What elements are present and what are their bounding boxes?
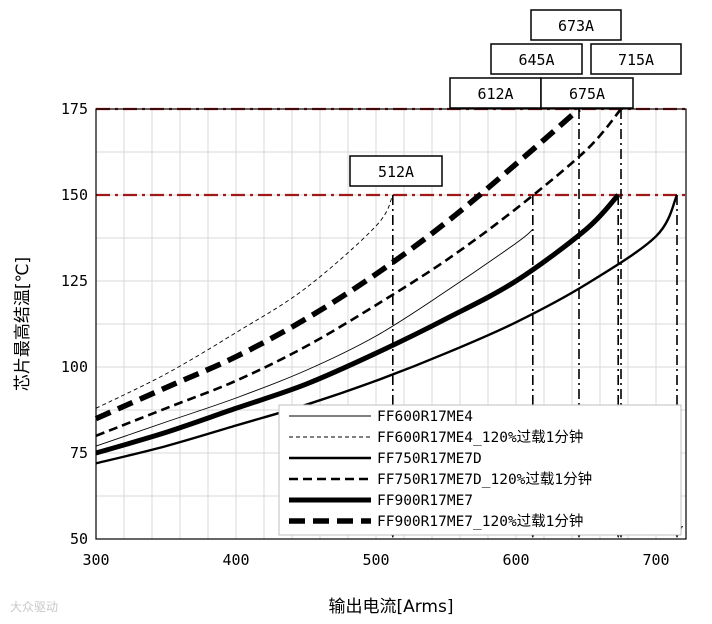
series-line-4: [95, 108, 622, 438]
legend-label: FF900R17ME7: [377, 493, 473, 509]
annotation-label: 512A: [378, 163, 414, 181]
plot-frame: [95, 108, 687, 540]
annotation-box-673A: [530, 9, 622, 41]
series-line-1: [95, 229, 534, 447]
annotation-box-675A: [540, 77, 634, 109]
tick-labels: 300 400 500 600 700 50 75 100 125 150 175: [61, 100, 670, 569]
annotation-label: 715A: [618, 51, 654, 69]
annotation-box-645A: [490, 43, 583, 75]
x-tick-label: 700: [642, 551, 669, 569]
x-tick-label: 400: [222, 551, 249, 569]
x-axis-title: 输出电流[Arms]: [328, 597, 453, 617]
x-tick-label: 600: [502, 551, 529, 569]
legend-label: FF900R17ME7_120%过载1分钟: [377, 513, 583, 530]
annotation-label: 645A: [518, 51, 554, 69]
y-tick-label: 100: [61, 358, 88, 376]
x-tick-label: 500: [362, 551, 389, 569]
legend-label: FF750R17ME7D_120%过载1分钟: [377, 471, 592, 488]
y-tick-label: 50: [70, 530, 88, 548]
series-line-6: [94, 106, 581, 422]
annotation-label: 612A: [477, 85, 513, 103]
y-tick-label: 150: [61, 186, 88, 204]
series-line-5: [95, 193, 621, 456]
y-axis-title: 芯片最高结温[℃]: [13, 257, 33, 391]
legend-label: FF600R17ME4_120%过载1分钟: [377, 429, 583, 446]
legend-box: [278, 404, 682, 536]
series-lines: [94, 106, 679, 465]
annotation-label: 675A: [569, 85, 605, 103]
x-tick-label: 300: [82, 551, 109, 569]
series-line-2: [95, 194, 394, 409]
watermark: 大众驱动: [10, 600, 58, 614]
series-line-3: [95, 194, 679, 465]
annotation-box-715A: [590, 43, 682, 75]
annotation-label: 673A: [558, 17, 594, 35]
legend: FF600R17ME4 FF600R17ME4_120%过载1分钟 FF750R17…: [278, 404, 682, 536]
legend-label: FF600R17ME4: [377, 409, 473, 425]
y-tick-label: 175: [61, 100, 88, 118]
annotation-box-512A: [349, 155, 443, 187]
y-tick-label: 75: [70, 444, 88, 462]
y-tick-label: 125: [61, 272, 88, 290]
legend-label: FF750R17ME7D: [377, 451, 482, 467]
